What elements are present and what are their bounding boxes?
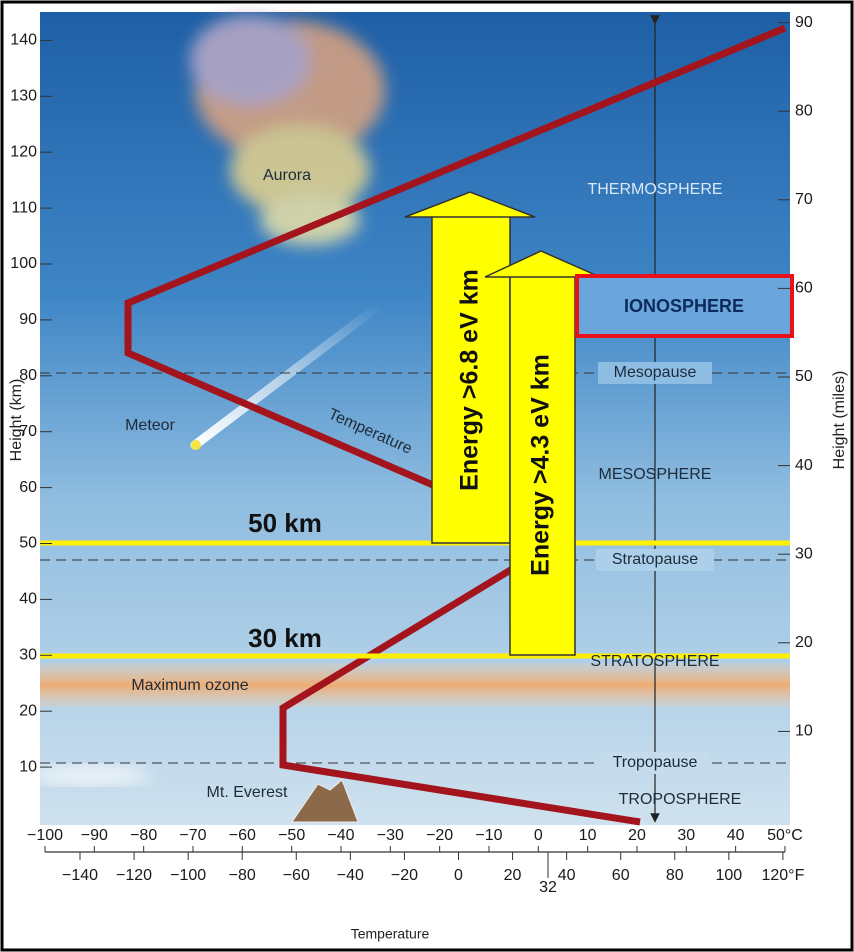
ozone-label: Maximum ozone [131, 677, 248, 694]
energy-arrow-high [404, 191, 536, 544]
celsius-tick-label: −20 [426, 827, 453, 844]
arrow-shaft [431, 215, 511, 544]
right-tick-label: 30 [795, 545, 813, 562]
left-tick-label: 140 [10, 32, 37, 49]
right-tick-label: 40 [795, 457, 813, 474]
celsius-tick-label: −100 [27, 827, 63, 844]
meteor-trail [190, 300, 385, 450]
celsius-tick-label: −60 [229, 827, 256, 844]
left-tick-label: 120 [10, 143, 37, 160]
troposphere-label: TROPOSPHERE [619, 791, 742, 808]
label-bg [596, 549, 714, 571]
mountain [291, 779, 359, 823]
ionosphere-label: IONOSPHERE [624, 296, 744, 316]
celsius-tick-label: −40 [327, 827, 354, 844]
ionosphere-box [575, 274, 794, 338]
aurora-glow [190, 15, 385, 245]
fahrenheit-tick-label: −40 [337, 867, 364, 884]
left-tick-label: 20 [19, 702, 37, 719]
celsius-tick-label: 20 [628, 827, 646, 844]
celsius-tick-label: 0 [534, 827, 543, 844]
label-bg [598, 362, 712, 384]
fahrenheit-tick-label: 0 [454, 867, 463, 884]
energy-arrow-low [484, 250, 601, 656]
thermosphere-label: THERMOSPHERE [587, 181, 722, 198]
label-30km: 30 km [248, 623, 322, 653]
energy-low-label: Energy >4.3 eV km [527, 354, 555, 576]
meteor-head [191, 440, 201, 450]
energy-high-label: Energy >6.8 eV km [456, 269, 484, 491]
fahrenheit-tick-label: 120°F [761, 867, 804, 884]
stratosphere-label: STRATOSPHERE [590, 653, 719, 670]
left-tick-label: 70 [19, 423, 37, 440]
fahrenheit-tick-label: −100 [170, 867, 206, 884]
left-tick-label: 90 [19, 311, 37, 328]
fahrenheit-tick-label: 60 [612, 867, 630, 884]
ozone-band [40, 663, 790, 707]
bottom-axis-label: Temperature [351, 926, 430, 942]
mesopause-label: Mesopause [614, 364, 697, 381]
left-tick-label: 80 [19, 367, 37, 384]
right-tick-label: 90 [795, 14, 813, 31]
tropopause-label: Tropopause [613, 754, 698, 771]
stratopause-label: Stratopause [612, 551, 698, 568]
celsius-tick-label: −90 [81, 827, 108, 844]
left-tick-label: 40 [19, 591, 37, 608]
fahrenheit-tick-label: −120 [116, 867, 152, 884]
freezing-label: 32 [539, 879, 557, 896]
fahrenheit-tick-label: 40 [558, 867, 576, 884]
celsius-tick-label: 30 [677, 827, 695, 844]
right-tick-label: 60 [795, 280, 813, 297]
left-tick-label: 50 [19, 535, 37, 552]
fahrenheit-tick-label: −20 [391, 867, 418, 884]
celsius-tick-label: −70 [179, 827, 206, 844]
aurora-label: Aurora [263, 167, 311, 184]
fahrenheit-tick-label: −80 [229, 867, 256, 884]
everest-label: Mt. Everest [207, 784, 288, 801]
celsius-tick-label: −50 [278, 827, 305, 844]
right-tick-label: 70 [795, 191, 813, 208]
celsius-tick-label: 50°C [767, 827, 803, 844]
label-bg [600, 752, 710, 774]
label-50km: 50 km [248, 508, 322, 538]
fahrenheit-tick-label: −60 [283, 867, 310, 884]
right-tick-label: 10 [795, 723, 813, 740]
celsius-tick-label: −80 [130, 827, 157, 844]
celsius-tick-label: 40 [727, 827, 745, 844]
left-tick-label: 100 [10, 255, 37, 272]
celsius-tick-label: −10 [475, 827, 502, 844]
right-axis-label: Height (miles) [831, 371, 848, 470]
right-tick-label: 80 [795, 102, 813, 119]
fahrenheit-tick-label: 100 [715, 867, 742, 884]
fahrenheit-tick-label: −140 [62, 867, 98, 884]
arrow-head [484, 250, 601, 278]
left-tick-label: 60 [19, 479, 37, 496]
left-tick-label: 110 [11, 199, 37, 216]
fahrenheit-tick-label: 20 [504, 867, 522, 884]
left-axis-label: Height (km) [8, 379, 25, 462]
arrow-head [404, 191, 536, 218]
left-tick-label: 30 [19, 647, 37, 664]
celsius-tick-label: −30 [377, 827, 404, 844]
mesosphere-label: MESOSPHERE [599, 466, 712, 483]
left-tick-label: 130 [10, 88, 37, 105]
celsius-tick-label: 10 [579, 827, 597, 844]
fahrenheit-tick-label: 80 [666, 867, 684, 884]
meteor-label: Meteor [125, 417, 175, 434]
cloud [30, 765, 150, 785]
right-tick-label: 20 [795, 634, 813, 651]
left-tick-label: 10 [19, 758, 37, 775]
right-tick-label: 50 [795, 368, 813, 385]
